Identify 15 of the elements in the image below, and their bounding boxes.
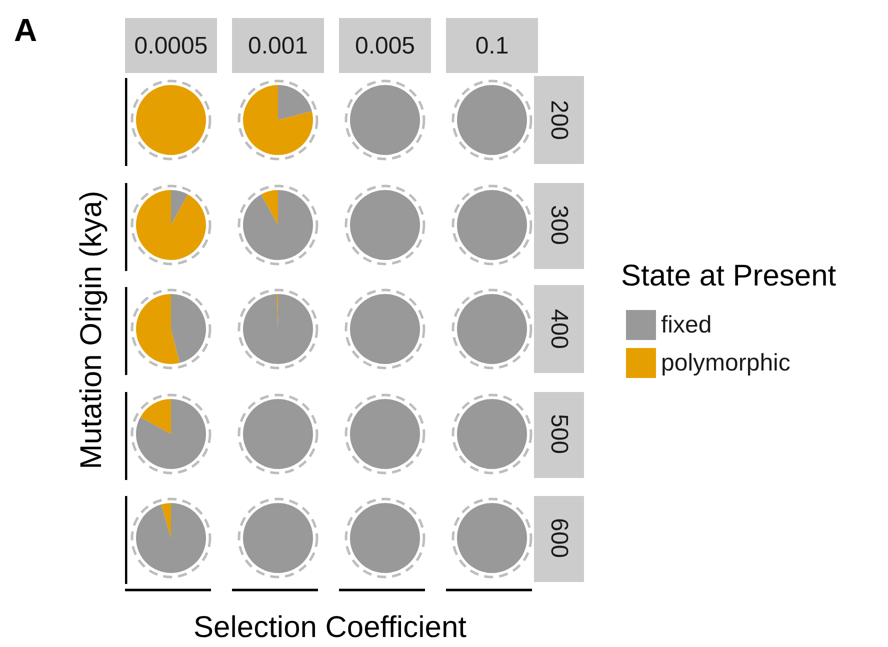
text: Mutation Origin (kya) — [75, 190, 109, 470]
chart-title: 0.0005 — [134, 32, 208, 60]
chart-title: 0.1 — [475, 32, 509, 60]
legend-title: State at Present — [621, 260, 837, 292]
text: 400 — [546, 308, 572, 350]
chart-title: 0.001 — [248, 32, 308, 60]
text: Selection Coefficient — [194, 611, 466, 645]
text: A — [14, 12, 38, 49]
text: 500 — [546, 413, 572, 454]
text: 600 — [546, 518, 572, 558]
legend-label: polymorphic — [661, 350, 790, 376]
chart-title: 0.005 — [354, 32, 416, 60]
text: 200 — [546, 100, 572, 140]
legend-label: fixed — [661, 312, 712, 338]
text: 300 — [546, 204, 572, 245]
